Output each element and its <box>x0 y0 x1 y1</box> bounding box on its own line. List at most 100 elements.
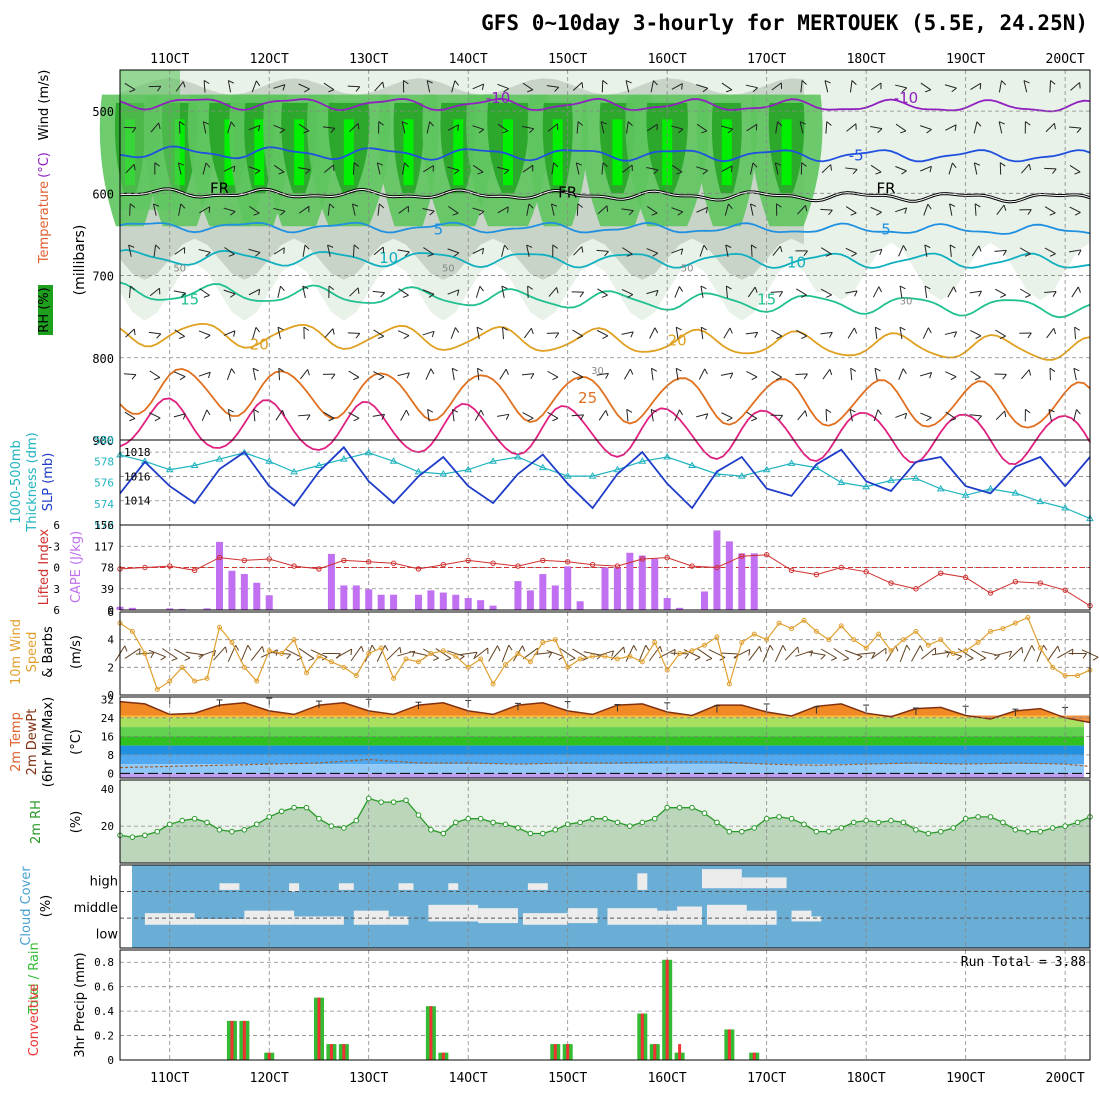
wind-barb <box>622 247 633 255</box>
lifted-index-point <box>366 559 372 565</box>
wind-barb <box>895 84 907 89</box>
wind-barb-feather <box>998 121 1005 125</box>
wind-barb-feather <box>527 89 534 93</box>
wind-barb <box>596 329 609 337</box>
wind-speed-point <box>938 637 944 643</box>
wind-barb-feather <box>128 244 135 248</box>
rh2m-point <box>1012 827 1019 833</box>
wind-barb-feather <box>282 410 286 417</box>
wind-barb-feather <box>1043 644 1048 651</box>
wind-barb-feather <box>304 244 310 250</box>
wind-speed-point <box>714 634 720 640</box>
lifted-index-point <box>913 586 919 592</box>
wind-speed-point <box>838 623 844 629</box>
wind-barb-feather <box>403 80 409 85</box>
wind-barb-feather <box>445 657 452 662</box>
rh-bright-green-region <box>503 119 513 186</box>
contour-label: 30 <box>900 296 913 307</box>
wind-barb-feather <box>829 369 833 376</box>
lifted-index-point <box>564 559 571 565</box>
wind-barb <box>947 286 955 298</box>
wind-barb-feather <box>479 285 484 292</box>
x-tick-label-bottom: 20OCT <box>1046 1071 1085 1086</box>
wind-barb-feather <box>927 327 932 334</box>
wind-barb <box>996 204 1005 215</box>
wind-speed-point <box>403 656 409 662</box>
cloud-block <box>194 918 245 925</box>
wind-barb <box>870 125 883 130</box>
x-tick-label-bottom: 14OCT <box>449 1071 488 1086</box>
wind-barb-feather <box>601 294 608 298</box>
wind-barb <box>401 121 406 134</box>
wind-barb <box>671 83 683 90</box>
wind-barb-feather <box>505 414 510 420</box>
lifted-index-point <box>863 569 869 575</box>
wind-barb <box>1069 206 1081 213</box>
precip-convective-bar <box>727 1029 731 1060</box>
cape-bar <box>464 598 472 610</box>
wind-barb-feather <box>919 645 924 652</box>
wind-barb-feather <box>1082 653 1087 659</box>
wind-speed-point <box>950 651 956 656</box>
lifted-index-line <box>119 554 1091 607</box>
wind-barb-feather <box>204 334 211 339</box>
wind-speed-point <box>179 664 185 670</box>
wind-barb-feather <box>384 645 389 651</box>
contour-label: 15 <box>757 290 776 308</box>
wind-barb <box>425 368 432 380</box>
wind-barb-feather <box>328 285 335 291</box>
rh2m-point <box>515 825 521 831</box>
wind-speed-point <box>664 667 670 673</box>
wind-barb-feather <box>980 657 986 661</box>
wind-barb <box>559 648 576 659</box>
wind-barb <box>646 206 658 214</box>
wind-barb-feather <box>233 165 236 173</box>
wind-barb <box>522 82 534 91</box>
wind-barb-feather <box>849 408 856 413</box>
wind-barb <box>870 164 882 173</box>
wind-barb <box>447 289 460 295</box>
wind-barb <box>772 245 781 256</box>
wind-speed-point <box>490 681 496 687</box>
wind-barb-feather <box>1003 204 1007 211</box>
wind-barb-feather <box>623 646 626 654</box>
wind-barb-feather <box>676 171 683 175</box>
wind-barb-feather <box>253 212 260 216</box>
lifted-index-point <box>490 560 496 566</box>
wind-barb-feather <box>977 415 982 421</box>
cape-bar <box>626 552 634 610</box>
wind-barb <box>125 164 135 174</box>
wind-barb <box>895 166 907 172</box>
wind-barb <box>327 244 331 257</box>
wind-barb-feather <box>924 89 931 93</box>
wind-barb-feather <box>875 171 882 175</box>
rh2m-point <box>266 814 273 820</box>
rh2m-point <box>440 830 447 837</box>
wind-barb-feather <box>680 248 684 255</box>
wind-barb <box>870 206 882 213</box>
wind-barb <box>372 413 385 417</box>
lifted-index-point <box>266 556 272 562</box>
wind-barb-feather <box>797 646 800 653</box>
wind-barb <box>924 285 928 299</box>
wind-barb <box>1044 247 1056 255</box>
x-tick-label-bottom: 12OCT <box>250 1071 289 1086</box>
wind-barb <box>945 124 957 131</box>
lifted-index-point <box>465 557 471 564</box>
wind-barb <box>944 84 957 89</box>
wind-barb-feather <box>247 644 252 651</box>
wind-speed-point <box>503 662 509 668</box>
wind-barb <box>475 286 481 298</box>
lifted-index-tick-label: 6 <box>53 604 60 617</box>
wind-barb-feather <box>659 646 663 653</box>
precip-convective-bar <box>317 997 321 1060</box>
wind-barb-feather <box>507 206 509 213</box>
wind-barb-feather <box>627 294 634 298</box>
wind-barb-feather <box>1024 294 1031 298</box>
temperature-contour <box>119 281 1091 319</box>
rh2m-point <box>241 827 248 833</box>
wind-barb <box>376 645 386 662</box>
wind-barb-feather <box>978 290 982 297</box>
wind-barb <box>1019 247 1031 255</box>
wind-barb <box>473 647 489 660</box>
